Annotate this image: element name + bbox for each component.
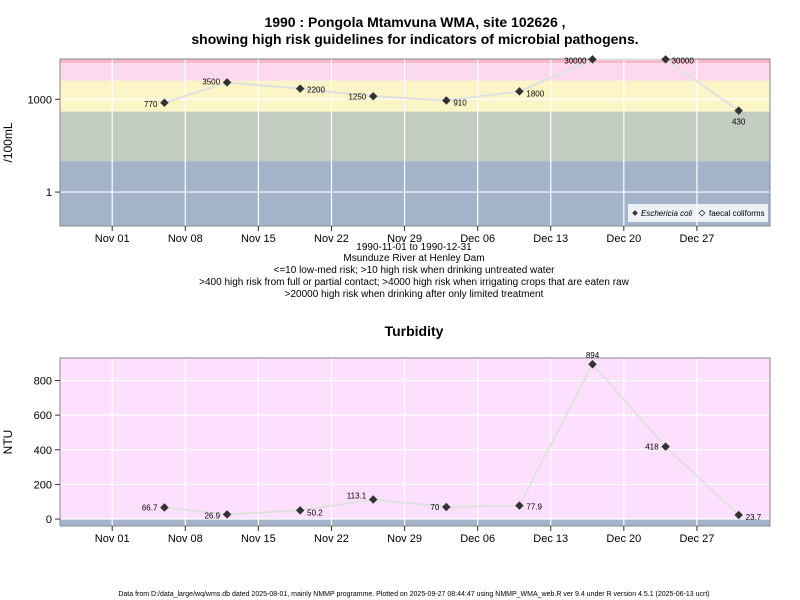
legend-marker-faecal: [698, 209, 706, 217]
footer-note: Data from D:/data_large/wq/wms.db dated …: [118, 591, 709, 598]
data-point: [222, 78, 232, 87]
data-label: 30000: [672, 56, 695, 65]
x-tick-label: Nov 29: [387, 233, 422, 245]
data-label: 430: [732, 118, 746, 127]
note-risk-contact: >400 high risk from full or partial cont…: [199, 277, 629, 288]
x-tick-label: Nov 08: [168, 533, 203, 545]
data-label: 70: [430, 503, 439, 512]
data-point: [515, 501, 524, 510]
data-point: [734, 510, 743, 520]
legend-label-faecal: faecal coliforms: [709, 209, 765, 218]
x-tick-label: Dec 06: [460, 533, 495, 545]
x-tick-label: Nov 22: [314, 533, 349, 545]
x-tick-label: Nov 15: [241, 533, 276, 545]
y-tick-label: 1000: [28, 94, 52, 106]
risk-band: [60, 80, 770, 112]
data-label: 113.1: [347, 491, 367, 500]
data-point: [661, 442, 670, 451]
x-tick-label: Dec 13: [533, 233, 568, 245]
data-point: [588, 359, 597, 369]
y-tick-label: 0: [46, 514, 52, 526]
y-tick-label: 1: [46, 187, 52, 199]
x-tick-label: Nov 22: [314, 233, 349, 245]
x-tick-label: Nov 29: [387, 533, 422, 545]
data-label: 910: [453, 99, 467, 108]
note-date-range: 1990-11-01 to 1990-12-31: [356, 242, 472, 253]
data-label: 66.7: [142, 504, 158, 513]
data-label: 23.7: [746, 513, 762, 522]
legend: Eschericia coli faecal coliforms: [628, 204, 768, 222]
x-tick-label: Nov 01: [95, 233, 130, 245]
y-tick-label: 200: [34, 479, 52, 491]
risk-band: [60, 519, 770, 526]
x-tick-label: Dec 27: [679, 533, 714, 545]
data-point: [295, 506, 305, 515]
data-point: [160, 503, 169, 512]
x-tick-label: Nov 08: [168, 233, 203, 245]
data-label: 2200: [307, 86, 325, 95]
chart-title: 1990 : Pongola Mtamvuna WMA, site 102626…: [264, 14, 565, 30]
y-tick-label: 400: [34, 445, 52, 457]
legend-marker-ecoli: [632, 210, 638, 216]
note-site-name: Msunduze River at Henley Dam: [343, 253, 484, 264]
plot-frame: [59, 58, 771, 227]
data-label: 418: [645, 443, 659, 452]
data-label: 30000: [564, 56, 587, 65]
x-tick-label: Nov 15: [241, 233, 276, 245]
data-point: [368, 92, 378, 101]
data-point: [295, 84, 305, 93]
data-label: 894: [586, 351, 600, 360]
data-label: 26.9: [204, 511, 220, 520]
data-label: 1800: [526, 89, 544, 98]
note-risk-treatment: >20000 high risk when drinking after onl…: [285, 289, 544, 300]
data-point: [160, 98, 169, 108]
data-label: 770: [144, 100, 158, 109]
y-tick-label: 600: [34, 410, 52, 422]
x-tick-label: Dec 20: [606, 233, 641, 245]
x-tick-label: Dec 06: [460, 233, 495, 245]
risk-band: [60, 358, 770, 520]
turbidity-title: Turbidity: [385, 323, 444, 339]
x-tick-label: Dec 20: [606, 533, 641, 545]
x-tick-label: Dec 27: [679, 233, 714, 245]
y-axis-label: NTU: [1, 430, 15, 455]
plot-frame: [59, 357, 771, 527]
y-tick-label: 800: [34, 376, 52, 388]
data-label: 1250: [348, 92, 366, 101]
risk-band: [60, 59, 770, 63]
data-label: 50.2: [307, 508, 323, 517]
data-label: 77.9: [526, 503, 542, 512]
x-tick-label: Nov 01: [95, 533, 130, 545]
legend-label-ecoli: Eschericia coli: [641, 209, 692, 218]
legend-box: [628, 204, 768, 222]
risk-band: [60, 111, 770, 162]
data-point: [368, 495, 378, 504]
y-axis-label: /100mL: [1, 122, 15, 162]
x-tick-label: Dec 13: [533, 533, 568, 545]
data-label: 3500: [202, 77, 220, 86]
data-point: [442, 502, 451, 512]
turbidity-plot: Nov 01 Nov 08 Nov 15 Nov 22 Nov 29 Dec 06 Dec …: [1, 351, 771, 545]
chart-subtitle: showing high risk guidelines for indicat…: [191, 31, 638, 47]
data-point: [442, 96, 451, 105]
microbial-plot: Nov 01 Nov 08 Nov 15 Nov 22 Nov 29 Dec 06 Dec …: [1, 55, 771, 245]
note-risk-drinking: <=10 low-med risk; >10 high risk when dr…: [274, 265, 556, 276]
risk-band: [60, 62, 770, 81]
